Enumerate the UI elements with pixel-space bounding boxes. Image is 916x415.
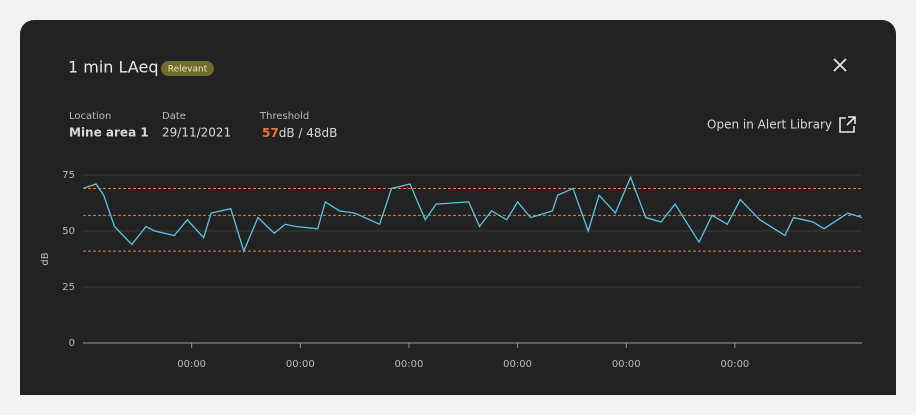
- info-value: 29/11/2021: [162, 126, 231, 140]
- alert-library-link[interactable]: Open in Alert Library: [707, 118, 832, 132]
- card: [20, 20, 896, 395]
- x-tick-label: 00:00: [286, 359, 315, 370]
- x-tick-label: 00:00: [395, 359, 424, 370]
- y-tick-label: 0: [69, 338, 75, 349]
- badge: [161, 61, 214, 76]
- x-tick-label: 00:00: [177, 359, 206, 370]
- y-tick-label: 25: [62, 282, 75, 293]
- info-label: Location: [69, 111, 111, 122]
- info-label: Date: [162, 111, 186, 122]
- external-link-icon[interactable]: [839, 116, 856, 133]
- x-tick-label: 00:00: [612, 359, 641, 370]
- close-button[interactable]: [833, 58, 847, 72]
- y-axis-label: dB: [40, 252, 51, 265]
- plot: dB 0 25 50 75 00:00 00:00 00:00 00:00 00:00 00:00: [40, 170, 863, 370]
- threshold-rest: dB / 48dB: [279, 126, 338, 140]
- info-value: Mine area 1: [69, 126, 149, 140]
- threshold: 57dB / 48dB: [262, 126, 337, 140]
- x-tick-label: 00:00: [503, 359, 532, 370]
- threshold-value: 57: [262, 126, 279, 140]
- y-tick-label: 75: [62, 170, 75, 181]
- x-tick-label: 00:00: [720, 359, 749, 370]
- y-tick-label: 50: [62, 226, 75, 237]
- data-line: [82, 175, 863, 254]
- badge-text: Relevant: [168, 65, 208, 75]
- info-label: Threshold: [259, 111, 309, 122]
- card-title: 1 min LAeq: [68, 58, 158, 77]
